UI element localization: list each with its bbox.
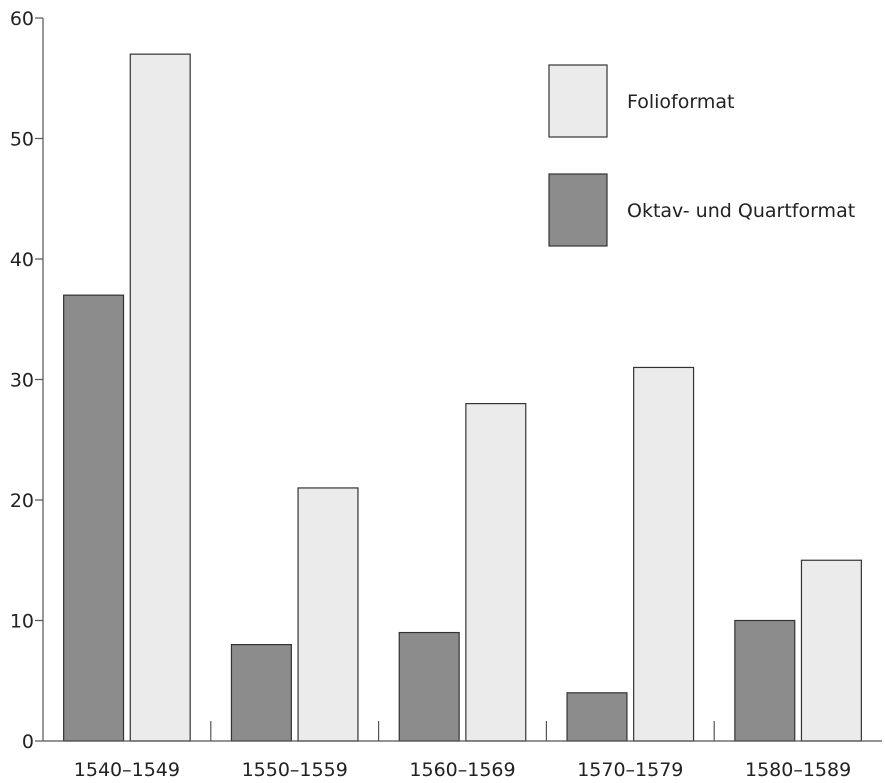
bar-folio-3	[633, 366, 695, 742]
x-tick-label: 1580–1589	[745, 759, 851, 781]
bar-oktav-quart-3	[566, 692, 628, 742]
x-axis-ticks: 1540–1549 1550–1559 1560–1569 1570–1579 1580…	[74, 721, 851, 781]
y-tick-label: 50	[10, 129, 34, 151]
legend-label: Folioformat	[627, 91, 734, 113]
y-tick-label: 20	[10, 490, 34, 512]
y-tick-label: 0	[22, 731, 34, 753]
legend-swatch	[548, 64, 608, 138]
axes	[42, 18, 882, 742]
bar-folio-0	[129, 53, 191, 742]
bar-oktav-quart-0	[63, 294, 125, 742]
bar-folio-4	[800, 559, 862, 742]
y-tick-label: 60	[10, 8, 34, 30]
legend-label: Oktav- und Quartformat	[627, 200, 855, 222]
y-axis-ticks: 0 10 20 30 40 50 60	[10, 8, 43, 753]
y-tick-label: 30	[10, 370, 34, 392]
bar-oktav-quart-1	[230, 643, 292, 742]
y-tick-label: 40	[10, 249, 34, 271]
bars	[63, 53, 862, 742]
x-tick-label: 1550–1559	[242, 759, 348, 781]
legend: Folioformat Oktav- und Quartformat	[548, 64, 855, 247]
x-tick-label: 1560–1569	[409, 759, 515, 781]
y-tick-label: 10	[10, 611, 34, 633]
bar-folio-1	[297, 487, 359, 742]
bar-oktav-quart-4	[734, 619, 796, 742]
x-tick-label: 1540–1549	[74, 759, 180, 781]
x-tick-label: 1570–1579	[577, 759, 683, 781]
bar-folio-2	[465, 403, 527, 742]
bar-oktav-quart-2	[398, 631, 460, 742]
legend-swatch	[548, 173, 608, 247]
